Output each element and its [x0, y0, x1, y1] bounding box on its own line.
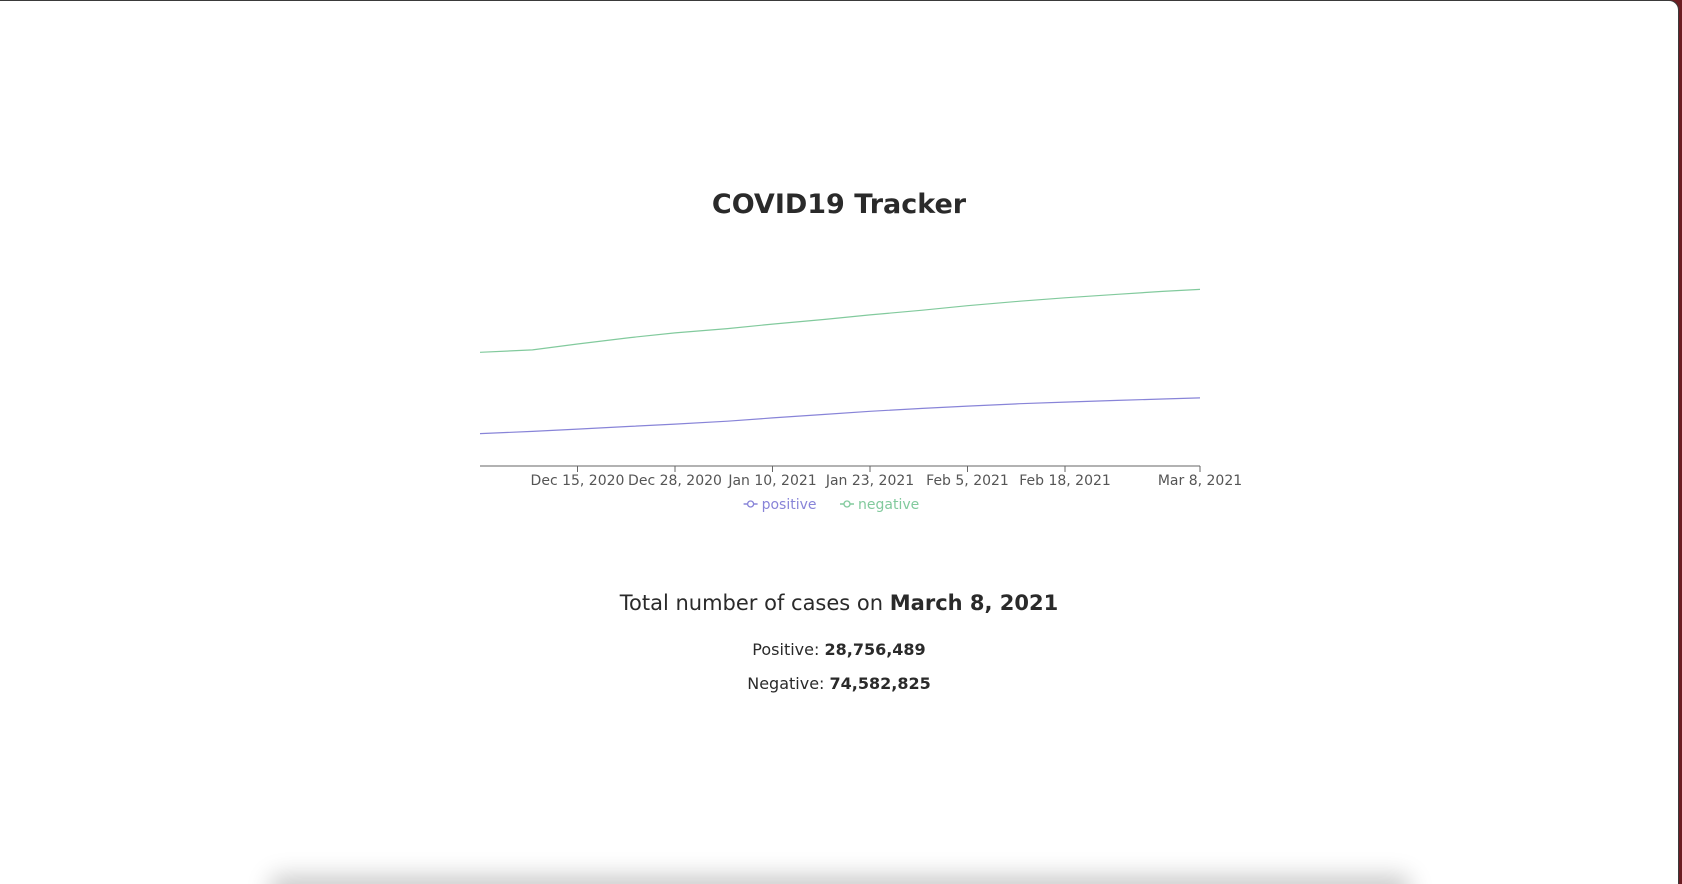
negative-total-value: 74,582,825	[829, 674, 931, 693]
negative-total: Negative: 74,582,825	[0, 674, 1678, 693]
x-tick-label: Feb 5, 2021	[926, 473, 1009, 489]
legend-swatch-dot	[746, 500, 755, 508]
legend-swatch-dot	[843, 500, 851, 508]
summary-date: March 8, 2021	[889, 591, 1059, 615]
series-line-negative	[479, 288, 1201, 353]
summary-heading-prefix: Total number of cases on	[619, 591, 884, 615]
x-axis-ticks: Dec 15, 2020 Dec 28, 2020 Jan 10, 2021 Jan …	[531, 466, 1242, 489]
series-layer	[479, 288, 1201, 435]
legend-item-positive[interactable]: positive	[743, 497, 817, 513]
x-tick-label: Jan 10, 2021	[727, 473, 816, 489]
x-tick-label: Mar 8, 2021	[1158, 473, 1242, 489]
x-tick-label: Dec 28, 2020	[628, 473, 722, 489]
positive-total: Positive: 28,756,489	[0, 640, 1678, 659]
x-tick-label: Dec 15, 2020	[531, 473, 625, 489]
legend-label: negative	[858, 497, 919, 513]
summary-heading: Total number of cases on March 8, 2021	[0, 591, 1678, 615]
positive-total-label: Positive:	[752, 640, 820, 659]
x-tick-label: Feb 18, 2021	[1019, 473, 1111, 489]
x-tick-label: Jan 23, 2021	[825, 473, 914, 489]
legend-item-negative[interactable]: negative	[840, 497, 919, 513]
negative-total-label: Negative:	[747, 674, 825, 693]
chart-legend[interactable]: positive negative	[743, 497, 920, 513]
series-line-positive	[479, 397, 1201, 435]
legend-label: positive	[762, 497, 817, 513]
positive-total-value: 28,756,489	[824, 640, 926, 659]
page-title: COVID19 Tracker	[711, 189, 967, 220]
